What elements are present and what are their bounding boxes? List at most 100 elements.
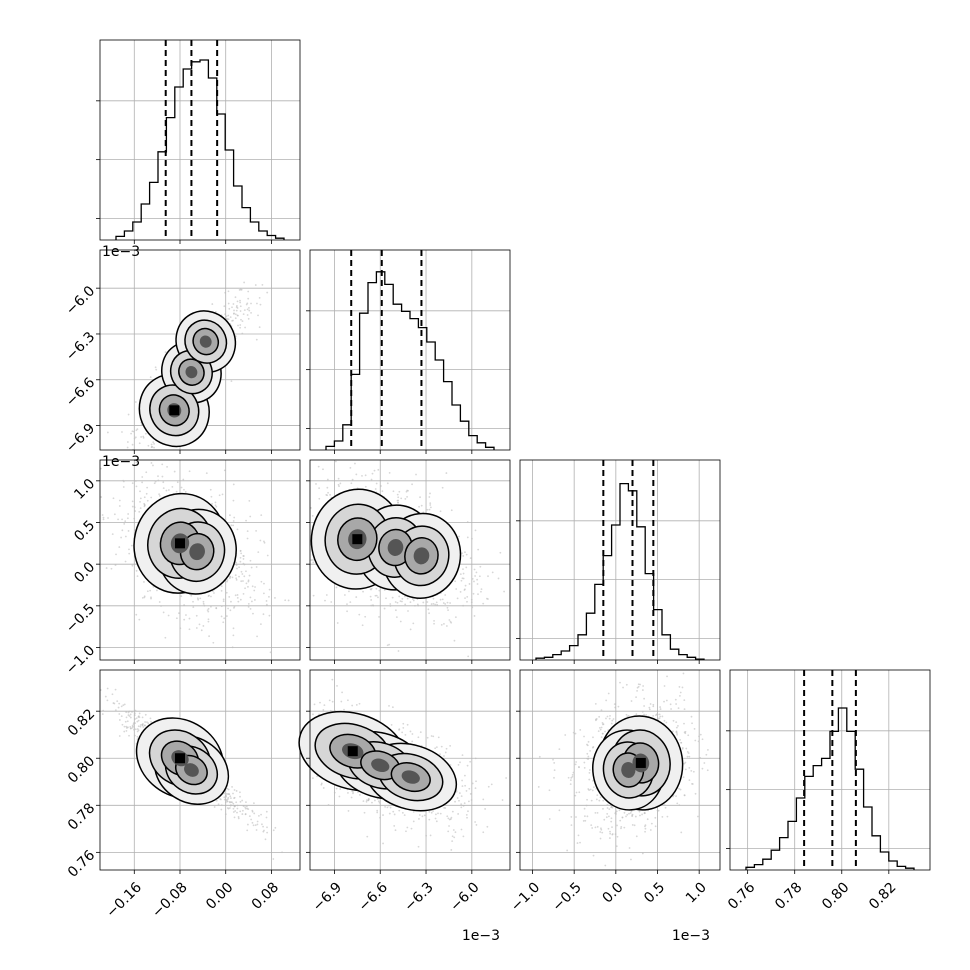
sample-point (225, 315, 228, 318)
sample-point (251, 809, 254, 812)
sample-point (392, 490, 395, 493)
sample-point (268, 614, 271, 617)
sample-point (347, 792, 349, 794)
scatter-panel (516, 669, 721, 874)
sample-point (443, 806, 445, 809)
sample-point (236, 300, 239, 303)
sample-point (233, 816, 236, 819)
sample-point (121, 723, 124, 726)
panel-frame (309, 459, 511, 661)
sample-point (184, 491, 187, 493)
sample-point (411, 483, 413, 486)
sample-point (229, 804, 232, 807)
sample-point (260, 580, 263, 583)
sample-point (467, 810, 469, 813)
sample-point (341, 691, 343, 694)
sample-point (118, 735, 121, 737)
sample-point (246, 302, 249, 305)
sample-point (351, 704, 354, 707)
sample-point (229, 514, 231, 517)
sample-point (217, 803, 220, 806)
sample-point (246, 537, 249, 540)
sample-point (234, 574, 237, 577)
sample-point (335, 787, 338, 790)
sample-point (274, 597, 276, 599)
sample-point (259, 623, 262, 626)
sample-point (447, 830, 450, 833)
sample-point (113, 513, 116, 516)
sample-point (322, 787, 325, 789)
sample-point (312, 713, 314, 716)
sample-point (143, 724, 146, 727)
sample-point (457, 813, 460, 815)
sample-point (233, 804, 236, 807)
scatter-panel (306, 459, 511, 664)
sample-point (591, 789, 594, 792)
sample-point (665, 699, 668, 702)
sample-point (418, 505, 420, 508)
sample-point (200, 629, 203, 632)
sample-point (470, 598, 473, 601)
sample-point (250, 818, 253, 821)
sample-point (455, 790, 458, 793)
sample-point (242, 805, 245, 808)
sample-point (136, 730, 139, 733)
sample-point (122, 704, 125, 707)
sample-point (427, 608, 430, 611)
sample-point (229, 609, 232, 612)
sample-point (458, 535, 460, 538)
sample-point (128, 710, 131, 713)
sample-point (256, 635, 258, 638)
sample-point (466, 600, 468, 603)
sample-point (188, 628, 191, 631)
sample-point (445, 747, 448, 750)
sample-point (258, 814, 260, 817)
sample-point (398, 809, 401, 812)
sample-point (207, 607, 210, 610)
sample-point (242, 555, 245, 557)
sample-point (480, 590, 482, 593)
sample-point (253, 802, 255, 805)
sample-point (467, 655, 470, 658)
sample-point (244, 807, 247, 810)
sample-point (158, 494, 161, 497)
histogram-step (115, 59, 285, 240)
sample-point (135, 613, 138, 616)
sample-point (197, 598, 200, 601)
sample-point (245, 582, 248, 585)
sample-point (566, 849, 569, 852)
sample-point (362, 590, 364, 593)
sample-point (674, 698, 677, 701)
sample-point (383, 607, 386, 610)
sample-point (370, 478, 373, 481)
sample-point (469, 760, 472, 763)
sample-point (442, 602, 445, 604)
sample-point (237, 816, 240, 818)
sample-point (461, 785, 464, 788)
sample-point (575, 791, 578, 794)
sample-point (331, 678, 334, 681)
sample-point (324, 599, 326, 602)
sample-point (238, 566, 240, 569)
sample-point (263, 829, 265, 832)
sample-point (150, 720, 152, 723)
sample-point (239, 800, 242, 803)
sample-point (135, 485, 138, 488)
sample-point (139, 725, 142, 728)
sample-point (409, 730, 412, 733)
sample-point (232, 319, 234, 322)
sample-point (330, 601, 333, 603)
sample-point (114, 564, 117, 566)
sample-point (214, 504, 217, 507)
sample-point (430, 735, 433, 737)
sample-point (326, 494, 329, 497)
sample-point (128, 548, 130, 551)
sample-point (446, 606, 449, 609)
sample-point (643, 697, 646, 700)
sample-point (123, 522, 126, 525)
sample-point (456, 597, 459, 600)
sample-point (452, 829, 455, 831)
sample-point (692, 770, 695, 773)
sample-point (350, 482, 353, 485)
sample-point (122, 479, 125, 482)
